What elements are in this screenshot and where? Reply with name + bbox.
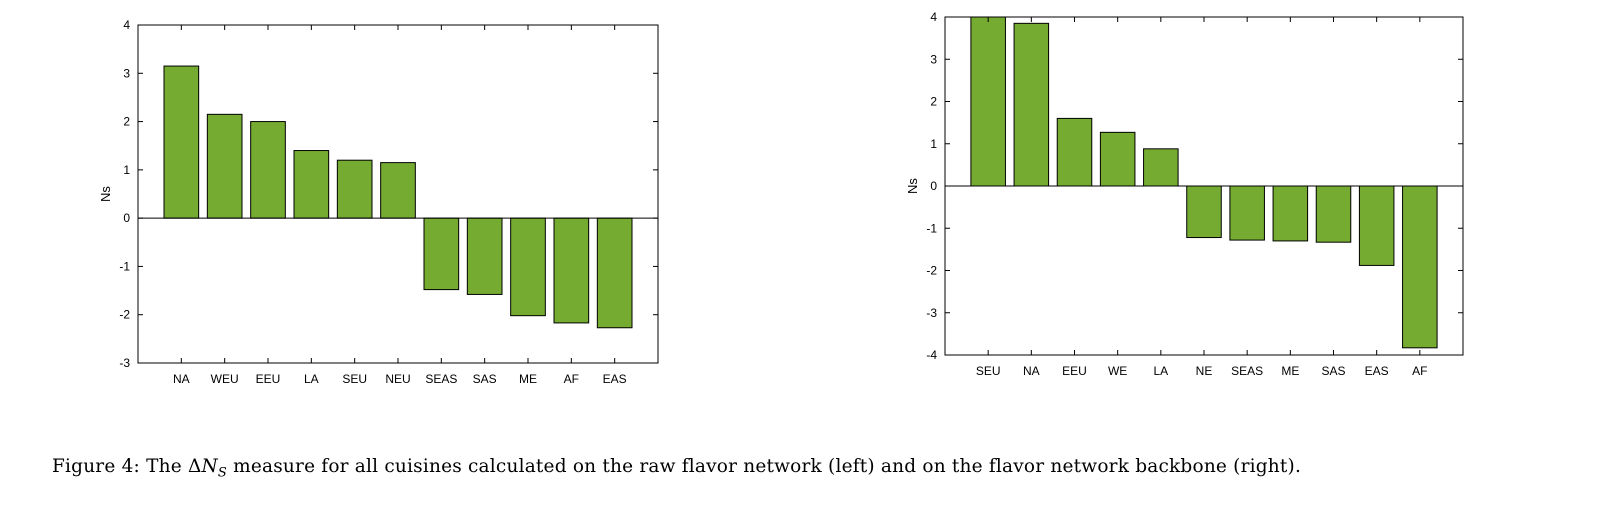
bar-me <box>510 217 546 317</box>
bar-eas <box>1358 185 1395 266</box>
y-tick-label: -2 <box>119 308 130 322</box>
x-tick-label: NA <box>1023 364 1040 378</box>
figure-caption: Figure 4: The ΔNS measure for all cuisin… <box>52 456 1582 481</box>
x-tick-label: SEU <box>976 364 1001 378</box>
x-tick-label: NE <box>1196 364 1213 378</box>
left-bar-chart: -3 -2 -1 0 1 2 3 4 NA WEU EEU LA SEU NEU SEAS SAS ME AF EA… <box>98 18 659 386</box>
y-tick-label: -1 <box>926 221 937 235</box>
y-tick-label: 3 <box>930 52 937 66</box>
x-tick-label: LA <box>1153 364 1168 378</box>
x-tick-label: EEU <box>256 372 281 386</box>
bar-na <box>1013 22 1050 187</box>
bar-neu <box>380 162 416 219</box>
caption-prefix: Figure 4: The <box>52 456 188 477</box>
y-tick-label: 1 <box>123 163 130 177</box>
x-tick-label: WE <box>1108 364 1127 378</box>
x-tick-label: ME <box>519 372 537 386</box>
bar-seas <box>1229 185 1265 241</box>
bar-eeu <box>250 121 286 219</box>
y-tick-label: 0 <box>930 179 937 193</box>
x-tick-label: WEU <box>211 372 239 386</box>
bar-la <box>1143 148 1179 187</box>
x-tick-label: ME <box>1281 364 1299 378</box>
bar-af <box>553 217 590 324</box>
bar-seu <box>970 16 1006 187</box>
y-tick-label: 4 <box>123 18 130 32</box>
y-tick-label: -1 <box>119 259 130 273</box>
bar-we <box>1099 131 1136 187</box>
right-bar-chart: -4 -3 -2 -1 0 1 2 3 4 SEU NA EEU WE LA NE SEAS ME SAS EAS A… <box>905 10 1464 378</box>
caption-suffix: measure for all cuisines calculated on t… <box>227 456 1302 477</box>
x-tick-label: NEU <box>385 372 410 386</box>
y-axis-label: Ns <box>905 178 920 194</box>
bar-seu <box>336 159 373 219</box>
y-tick-label: 0 <box>123 211 130 225</box>
y-axis-label: Ns <box>98 186 113 202</box>
bar-af <box>1402 185 1438 349</box>
bar-ne <box>1186 185 1222 239</box>
x-tick-label: AF <box>1412 364 1427 378</box>
bar-eas <box>596 217 633 329</box>
y-tick-label: 3 <box>123 66 130 80</box>
x-tick-label: SEU <box>342 372 367 386</box>
bar-sas <box>466 217 503 295</box>
y-tick-label: -3 <box>926 306 937 320</box>
y-tick-label: -2 <box>926 264 937 278</box>
x-tick-label: SAS <box>473 372 497 386</box>
y-tick-label: 1 <box>930 137 937 151</box>
y-tick-label: -3 <box>119 356 130 370</box>
y-tick-label: 2 <box>123 115 130 129</box>
x-tick-label: SEAS <box>425 372 457 386</box>
x-tick-label: EAS <box>1365 364 1389 378</box>
bar-me <box>1272 185 1309 242</box>
y-tick-label: -4 <box>926 348 937 362</box>
x-tick-label: AF <box>564 372 579 386</box>
bar-na <box>163 65 200 219</box>
y-tick-label: 2 <box>930 95 937 109</box>
caption-symbol: N <box>201 456 218 477</box>
bar-weu <box>206 113 243 219</box>
x-tick-label: NA <box>173 372 190 386</box>
bar-eeu <box>1056 117 1093 187</box>
y-tick-label: 4 <box>930 10 937 24</box>
bar-sas <box>1315 185 1352 243</box>
x-tick-label: EEU <box>1062 364 1087 378</box>
caption-delta: Δ <box>187 456 202 477</box>
caption-subscript: S <box>217 465 228 481</box>
x-tick-label: EAS <box>603 372 627 386</box>
x-tick-label: LA <box>304 372 319 386</box>
x-tick-label: SEAS <box>1231 364 1263 378</box>
bar-seas <box>423 217 460 291</box>
x-tick-label: SAS <box>1321 364 1345 378</box>
bar-la <box>293 150 330 219</box>
